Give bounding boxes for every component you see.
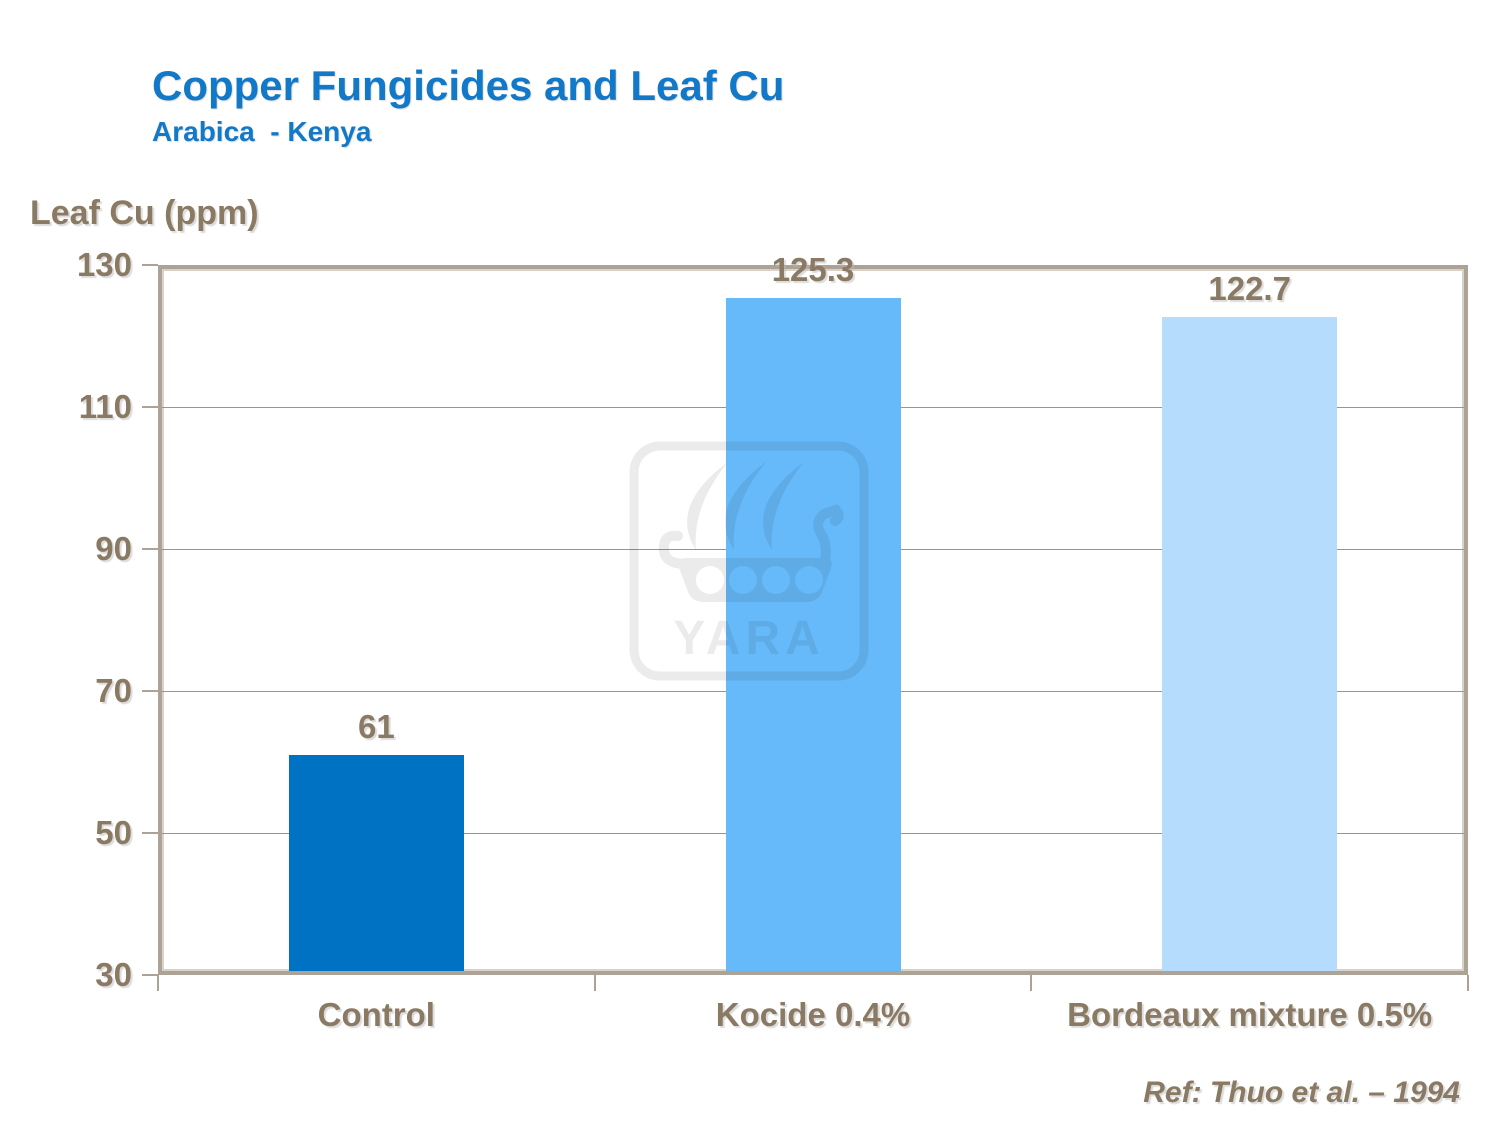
y-tick-mark <box>142 264 158 266</box>
plot-area <box>158 265 1468 975</box>
value-label-3: 122.7 <box>1208 269 1291 307</box>
y-tick-mark <box>142 974 158 976</box>
y-tick-mark <box>142 690 158 692</box>
x-tick-mark <box>1030 975 1033 991</box>
bar-bordeaux-mixture-0-5- <box>1162 316 1338 971</box>
reference-note: Ref: Thuo et al. – 1994 <box>1143 1076 1460 1109</box>
x-tick-mark <box>593 975 596 991</box>
y-tick-mark <box>142 548 158 550</box>
y-tick-mark <box>142 832 158 834</box>
category-label-1: Control <box>317 996 435 1033</box>
y-tick-mark <box>142 406 158 408</box>
category-label-2: Kocide 0.4% <box>715 996 911 1033</box>
chart-title: Copper Fungicides and Leaf Cu <box>152 62 785 109</box>
x-tick-mark <box>1467 975 1469 991</box>
category-label-3: Bordeaux mixture 0.5% <box>1067 996 1433 1033</box>
y-tick-label-50: 50 <box>95 814 132 851</box>
y-tick-label-110: 110 <box>78 388 132 425</box>
bar-kocide-0-4- <box>725 298 901 971</box>
value-label-2: 125.3 <box>771 251 855 289</box>
x-tick-mark <box>157 975 159 991</box>
y-tick-label-130: 130 <box>76 246 132 283</box>
y-axis-title: Leaf Cu (ppm) <box>30 194 259 232</box>
y-tick-label-90: 90 <box>95 530 132 567</box>
y-tick-label-30: 30 <box>95 956 132 993</box>
bar-control <box>288 754 464 971</box>
chart-subtitle: Arabica - Kenya <box>152 116 372 147</box>
value-label-1: 61 <box>357 707 395 745</box>
y-tick-label-70: 70 <box>95 672 132 709</box>
